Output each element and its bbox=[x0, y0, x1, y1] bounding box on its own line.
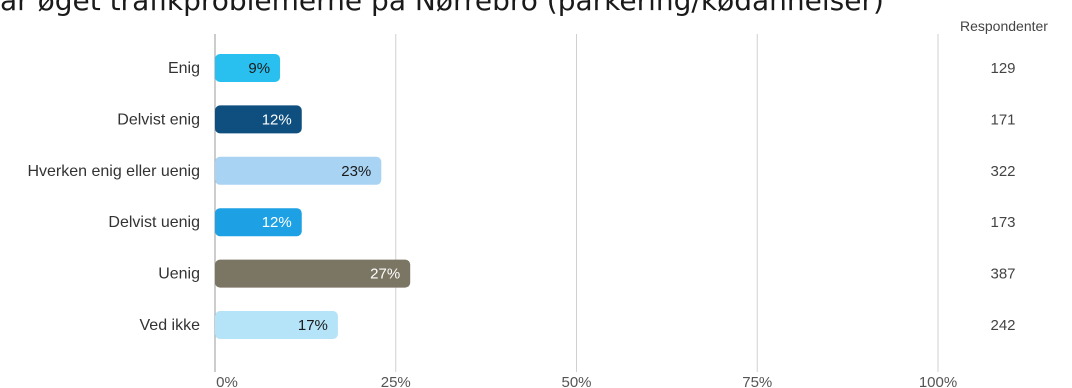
data-label: 12% bbox=[262, 111, 292, 128]
chart-title: ar øget trafikproblemerne på Nørrebro (p… bbox=[0, 0, 884, 17]
x-tick-label: 0% bbox=[216, 374, 238, 388]
respondent-count: 387 bbox=[990, 266, 1015, 283]
bar-hverken-enig-eller-uenig bbox=[215, 156, 382, 185]
data-label: 23% bbox=[341, 163, 371, 180]
respondent-count: 322 bbox=[990, 163, 1015, 180]
data-label: 12% bbox=[262, 214, 292, 231]
bar-ved-ikke bbox=[215, 311, 338, 339]
x-tick-label: 50% bbox=[561, 374, 591, 388]
respondent-count: 242 bbox=[990, 317, 1015, 334]
bar-delvist-uenig bbox=[215, 208, 302, 237]
respondent-count: 173 bbox=[990, 214, 1015, 231]
category-label: Enig bbox=[168, 60, 200, 77]
bar-delvist-enig bbox=[215, 105, 302, 134]
category-label: Uenig bbox=[158, 266, 200, 283]
data-label: 9% bbox=[248, 60, 270, 77]
respondent-count: 129 bbox=[990, 60, 1015, 77]
category-label: Delvist enig bbox=[117, 111, 200, 128]
bar-uenig bbox=[215, 259, 411, 288]
data-label: 17% bbox=[298, 317, 328, 334]
category-label: Ved ikke bbox=[140, 317, 201, 334]
category-label: Hverken enig eller uenig bbox=[27, 163, 200, 180]
category-label: Delvist uenig bbox=[108, 214, 200, 231]
x-tick-label: 25% bbox=[381, 374, 411, 388]
respondents-header: Respondenter bbox=[960, 18, 1048, 34]
data-label: 27% bbox=[370, 266, 400, 283]
respondent-count: 171 bbox=[990, 111, 1015, 128]
x-tick-label: 100% bbox=[919, 374, 957, 388]
x-tick-label: 75% bbox=[742, 374, 772, 388]
bar-enig bbox=[215, 54, 281, 82]
